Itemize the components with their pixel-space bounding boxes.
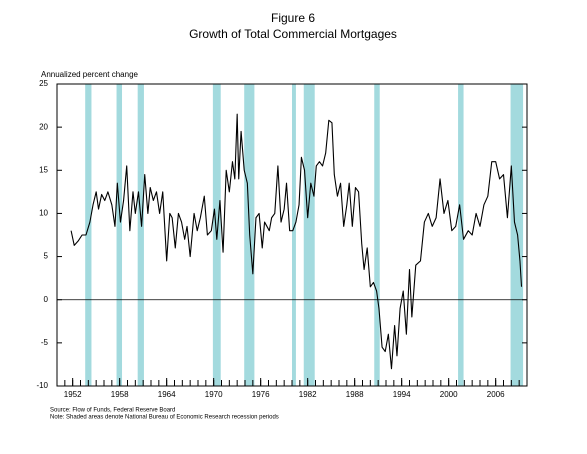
x-tick-label: 1970: [205, 390, 223, 399]
source-note: Source: Flow of Funds, Federal Reserve B…: [50, 408, 175, 414]
recession-band: [510, 84, 524, 386]
x-tick-label: 2000: [440, 390, 458, 399]
y-tick-label: 15: [39, 165, 48, 174]
y-tick-label: 20: [39, 122, 48, 131]
x-tick-label: 1964: [158, 390, 176, 399]
y-tick-label: -10: [36, 381, 48, 390]
x-tick-label: 1994: [393, 390, 411, 399]
recession-band: [374, 84, 380, 386]
x-tick-label: 1988: [346, 390, 364, 399]
y-tick-label: -5: [41, 338, 49, 347]
x-tick-label: 2006: [487, 390, 505, 399]
chart-title: Figure 6: [271, 11, 315, 25]
y-tick-label: 25: [39, 79, 48, 88]
x-tick-label: 1952: [64, 390, 82, 399]
recession-band: [292, 84, 296, 386]
recession-band: [303, 84, 315, 386]
recession-band: [116, 84, 123, 386]
y-tick-label: 10: [39, 209, 48, 218]
footnote: Note: Shaded areas denote National Burea…: [50, 415, 279, 421]
x-tick-label: 1982: [299, 390, 317, 399]
y-tick-label: 5: [44, 252, 49, 261]
x-tick-label: 1976: [252, 390, 270, 399]
x-tick-label: 1958: [111, 390, 129, 399]
recession-band: [85, 84, 92, 386]
chart-subtitle: Growth of Total Commercial Mortgages: [189, 27, 397, 41]
data-line: [70, 113, 523, 370]
y-axis-label: Annualized percent change: [41, 70, 139, 79]
recession-band: [137, 84, 144, 386]
recession-band: [458, 84, 464, 386]
y-tick-label: 0: [44, 295, 49, 304]
